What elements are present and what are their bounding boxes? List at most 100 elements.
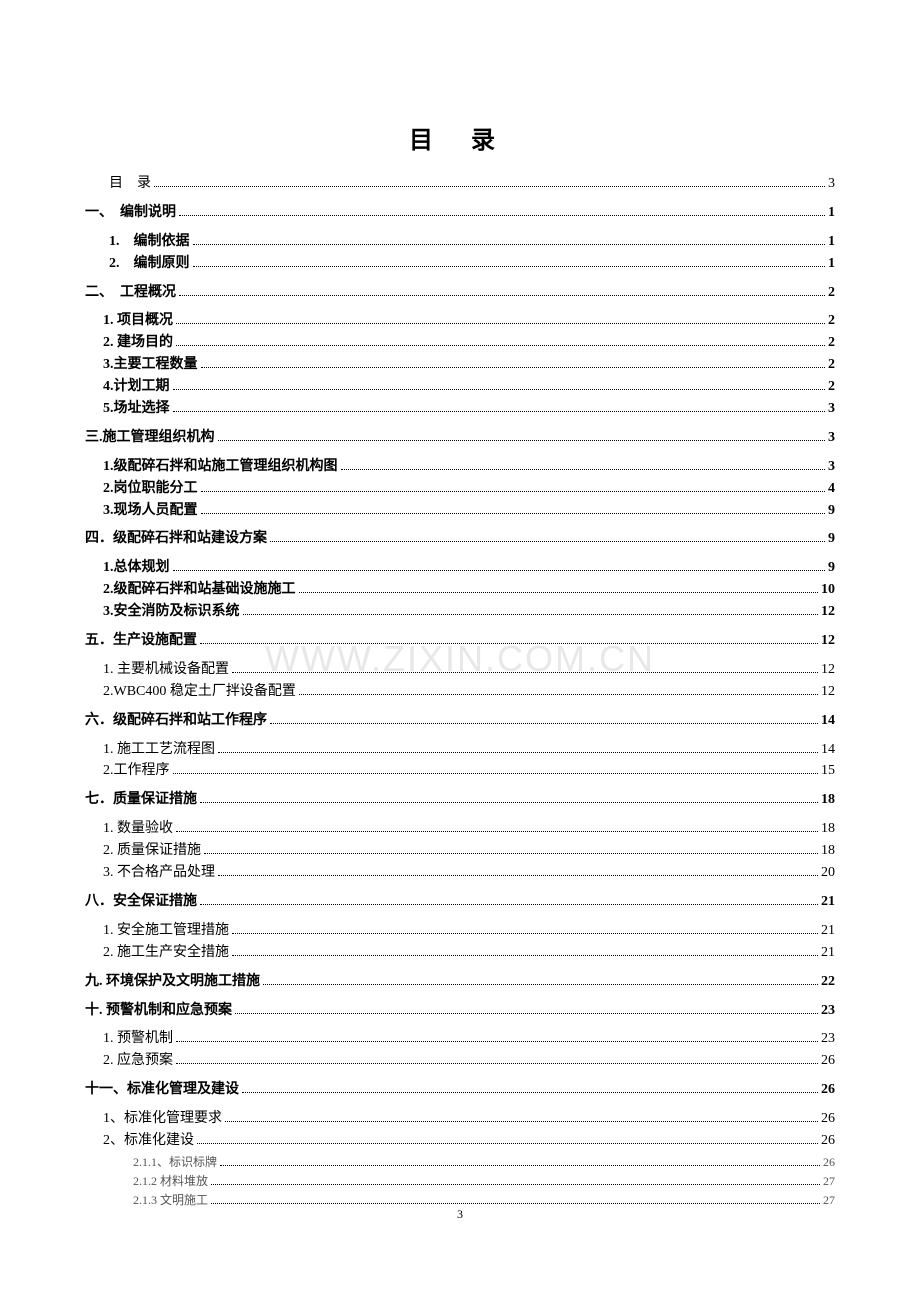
toc-leader-dots bbox=[218, 440, 826, 441]
toc-label: 1.级配碎石拌和站施工管理组织机构图 bbox=[103, 458, 338, 477]
toc-leader-dots bbox=[176, 1041, 818, 1042]
toc-page-number: 22 bbox=[821, 973, 835, 992]
toc-container: 目 录3 一、 编制说明 1 1. 编制依据 1 2. 编制原则1 二、 工程概况2 1. 项… bbox=[85, 175, 835, 1208]
toc-leader-dots bbox=[154, 186, 825, 187]
toc-label: 1、标准化管理要求 bbox=[103, 1110, 222, 1129]
toc-label: 1. 安全施工管理措施 bbox=[103, 922, 229, 941]
toc-page-number: 3 bbox=[828, 400, 835, 419]
toc-leader-dots bbox=[179, 215, 825, 216]
toc-page-number: 1 bbox=[828, 233, 835, 252]
toc-page-number: 4 bbox=[828, 480, 835, 499]
toc-entry: 1. 编制依据 1 bbox=[85, 233, 835, 252]
toc-leader-dots bbox=[270, 723, 818, 724]
toc-page-number: 12 bbox=[821, 683, 835, 702]
toc-entry: 九. 环境保护及文明施工措施22 bbox=[85, 973, 835, 992]
toc-entry: 1. 数量验收18 bbox=[85, 820, 835, 839]
toc-entry: 1. 主要机械设备配置12 bbox=[85, 661, 835, 680]
toc-leader-dots bbox=[201, 513, 826, 514]
toc-label: 1. 项目概况 bbox=[103, 312, 173, 331]
toc-label: 1. 编制依据 bbox=[109, 233, 190, 252]
toc-leader-dots bbox=[201, 367, 826, 368]
toc-leader-dots bbox=[341, 469, 826, 470]
toc-leader-dots bbox=[211, 1184, 820, 1185]
toc-label: 3.安全消防及标识系统 bbox=[103, 603, 240, 622]
toc-label: 2. 质量保证措施 bbox=[103, 842, 201, 861]
toc-entry: 4.计划工期2 bbox=[85, 378, 835, 397]
toc-page-number: 26 bbox=[821, 1081, 835, 1100]
toc-label: 2. 施工生产安全措施 bbox=[103, 944, 229, 963]
toc-page-number: 21 bbox=[821, 944, 835, 963]
toc-entry: 三.施工管理组织机构 3 bbox=[85, 429, 835, 448]
toc-page-number: 27 bbox=[823, 1192, 835, 1208]
toc-page-number: 12 bbox=[821, 632, 835, 651]
toc-entry: 2.岗位职能分工4 bbox=[85, 480, 835, 499]
toc-page-number: 26 bbox=[821, 1110, 835, 1129]
toc-leader-dots bbox=[200, 904, 818, 905]
toc-label: 2.1.2 材料堆放 bbox=[133, 1173, 208, 1189]
toc-page-number: 9 bbox=[828, 559, 835, 578]
toc-label: 2. 建场目的 bbox=[103, 334, 173, 353]
toc-entry: 1、标准化管理要求 26 bbox=[85, 1110, 835, 1129]
toc-page-number: 26 bbox=[823, 1154, 835, 1170]
toc-page-number: 2 bbox=[828, 312, 835, 331]
toc-leader-dots bbox=[197, 1143, 818, 1144]
toc-leader-dots bbox=[176, 1063, 818, 1064]
toc-label: 八．安全保证措施 bbox=[85, 893, 197, 912]
toc-entry: 四．级配碎石拌和站建设方案 9 bbox=[85, 530, 835, 549]
toc-entry: 1.级配碎石拌和站施工管理组织机构图 3 bbox=[85, 458, 835, 477]
toc-label: 3.主要工程数量 bbox=[103, 356, 198, 375]
toc-label: 十一、标准化管理及建设 bbox=[85, 1081, 239, 1100]
toc-label: 2.1.1、标识标牌 bbox=[133, 1154, 217, 1170]
toc-leader-dots bbox=[235, 1013, 818, 1014]
toc-leader-dots bbox=[176, 323, 825, 324]
toc-entry: 1. 预警机制23 bbox=[85, 1030, 835, 1049]
toc-page-number: 2 bbox=[828, 356, 835, 375]
toc-entry: 2.1.3 文明施工27 bbox=[85, 1192, 835, 1208]
toc-entry: 2. 施工生产安全措施 21 bbox=[85, 944, 835, 963]
toc-leader-dots bbox=[270, 541, 825, 542]
toc-label: 3.现场人员配置 bbox=[103, 502, 198, 521]
toc-leader-dots bbox=[173, 389, 826, 390]
toc-entry: 八．安全保证措施21 bbox=[85, 893, 835, 912]
toc-page-number: 26 bbox=[821, 1052, 835, 1071]
toc-page-number: 23 bbox=[821, 1030, 835, 1049]
toc-leader-dots bbox=[173, 773, 819, 774]
toc-leader-dots bbox=[179, 295, 825, 296]
toc-page-number: 2 bbox=[828, 334, 835, 353]
toc-page-number: 9 bbox=[828, 530, 835, 549]
toc-entry: 1. 项目概况 2 bbox=[85, 312, 835, 331]
toc-entry: 2. 应急预案26 bbox=[85, 1052, 835, 1071]
toc-entry: 2. 编制原则1 bbox=[85, 255, 835, 274]
toc-entry: 二、 工程概况2 bbox=[85, 284, 835, 303]
toc-label: 三.施工管理组织机构 bbox=[85, 429, 215, 448]
toc-page-number: 3 bbox=[828, 429, 835, 448]
toc-label: 2.工作程序 bbox=[103, 762, 170, 781]
toc-entry: 七．质量保证措施18 bbox=[85, 791, 835, 810]
toc-entry: 2.1.1、标识标牌 26 bbox=[85, 1154, 835, 1170]
toc-leader-dots bbox=[220, 1165, 820, 1166]
toc-label: 1. 施工工艺流程图 bbox=[103, 741, 215, 760]
toc-leader-dots bbox=[242, 1092, 818, 1093]
toc-page-number: 3 bbox=[828, 458, 835, 477]
toc-label: 2、标准化建设 bbox=[103, 1132, 194, 1151]
toc-page-number: 26 bbox=[821, 1132, 835, 1151]
toc-page-number: 1 bbox=[828, 204, 835, 223]
toc-leader-dots bbox=[201, 491, 826, 492]
toc-entry: 2、标准化建设 26 bbox=[85, 1132, 835, 1151]
toc-leader-dots bbox=[193, 266, 826, 267]
page-title: 目 录 bbox=[85, 120, 835, 155]
toc-page-number: 3 bbox=[828, 175, 835, 194]
toc-page-number: 23 bbox=[821, 1002, 835, 1021]
toc-label: 2.级配碎石拌和站基础设施施工 bbox=[103, 581, 296, 600]
toc-leader-dots bbox=[299, 694, 818, 695]
toc-label: 四．级配碎石拌和站建设方案 bbox=[85, 530, 267, 549]
toc-page-number: 14 bbox=[821, 741, 835, 760]
toc-label: 1. 主要机械设备配置 bbox=[103, 661, 229, 680]
toc-page-number: 18 bbox=[821, 820, 835, 839]
toc-label: 一、 编制说明 bbox=[85, 204, 176, 223]
toc-entry: 1.总体规划9 bbox=[85, 559, 835, 578]
toc-label: 十. 预警机制和应急预案 bbox=[85, 1002, 232, 1021]
toc-label: 5.场址选择 bbox=[103, 400, 170, 419]
toc-leader-dots bbox=[193, 244, 826, 245]
toc-entry: 目 录3 bbox=[85, 175, 835, 194]
